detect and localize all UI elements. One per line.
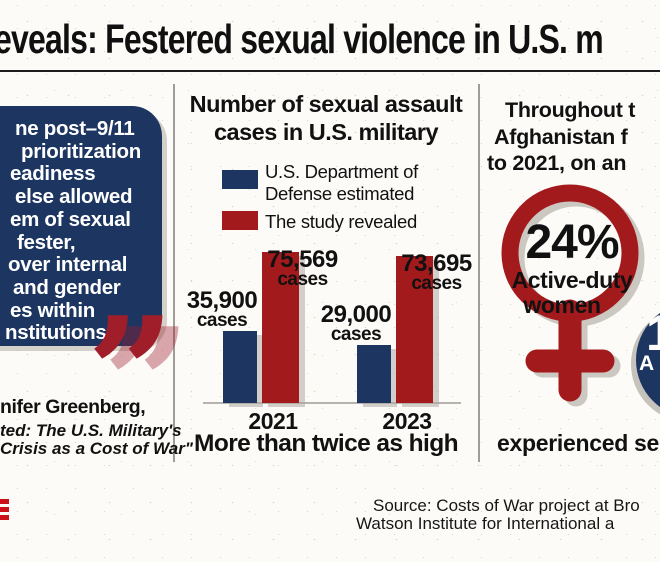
quote-line: prioritization	[21, 139, 141, 163]
headline: eveals: Festered sexual violence in U.S.…	[0, 16, 604, 62]
stat-intro-line2: Afghanistan f	[494, 125, 628, 149]
stat-outcome-text: experienced se	[497, 430, 660, 456]
attribution-work-line2: Crisis as a Cost of War"	[0, 439, 193, 458]
chart-caption: More than twice as high	[194, 430, 459, 457]
chart-title-line1: Number of sexual assault	[189, 91, 463, 117]
quote-mark-shadow-icon: ”	[103, 294, 191, 473]
stat-intro-line3: to 2021, on an	[487, 151, 627, 175]
legend-swatch-study	[222, 211, 258, 230]
quote-line: ne post–9/11	[15, 117, 135, 140]
quote-box: ne post–9/11 prioritization eadiness else a…	[0, 106, 162, 346]
year-label-2021: 2021	[248, 408, 298, 434]
quote-line: and gender	[13, 275, 121, 299]
male-label-fragment: A	[639, 352, 655, 375]
logo-fragment-icon	[0, 507, 9, 512]
panel-divider-left	[173, 84, 175, 462]
quote-line: fester,	[17, 230, 76, 254]
female-symbol-icon	[501, 184, 645, 407]
bar-label-study-2023: 73,695 cases	[401, 250, 472, 294]
bar-dod-2023	[357, 345, 391, 403]
quote-line: es within	[10, 298, 96, 322]
bar-dod-2021	[223, 331, 257, 403]
legend-swatch-dod	[222, 170, 258, 189]
headline-rule	[0, 70, 660, 72]
female-percent: 24%	[525, 216, 619, 269]
bar-chart: 35,900 cases 75,569 cases 2021 29,000 cases 73,…	[185, 238, 478, 448]
female-symbol-main	[501, 184, 639, 402]
year-label-2023: 2023	[382, 408, 432, 434]
quote-line: over internal	[8, 253, 128, 277]
quote-line: em of sexual	[10, 207, 131, 231]
female-label-line1: Active-duty	[511, 267, 633, 293]
bar-study-2021	[262, 252, 299, 403]
quote-mark-icon: ”	[87, 283, 175, 462]
bar-study-2023	[396, 256, 433, 403]
legend-label-study: The study revealed	[265, 211, 417, 232]
female-label-line2: women	[523, 292, 601, 318]
attribution-name: nifer Greenberg,	[0, 396, 146, 418]
logo-fragment-icon	[0, 499, 9, 504]
male-percent-fragment: 1	[646, 305, 660, 361]
bar-label-dod-2021: 35,900 cases	[186, 287, 258, 331]
quote-text: ne post–9/11 prioritization eadiness else a…	[0, 106, 162, 345]
quote-line: eadiness	[10, 162, 96, 186]
quote-line: nstitutions.	[5, 321, 112, 345]
chart-legend: U.S. Department of Defense estimated The…	[176, 160, 476, 234]
attribution-work-line1: ted: The U.S. Military's	[0, 421, 182, 440]
chart-title-line2: cases in U.S. military	[213, 118, 439, 145]
stat-intro-line1: Throughout t	[505, 98, 636, 122]
chart-baseline	[203, 402, 461, 404]
bar-label-study-2021: 75,569 cases	[267, 246, 338, 290]
legend-label-dod: U.S. Department of Defense estimated	[265, 161, 418, 204]
chart-title: Number of sexual assault cases in U.S. m…	[176, 91, 476, 146]
panel-divider-right	[478, 84, 480, 462]
logo-fragment-icon	[0, 515, 9, 520]
bar-label-dod-2023: 29,000 cases	[320, 301, 392, 345]
source-line1: Source: Costs of War project at Bro	[373, 496, 640, 515]
quote-line: else allowed	[15, 185, 133, 209]
source-line2: Watson Institute for International a	[356, 514, 615, 533]
